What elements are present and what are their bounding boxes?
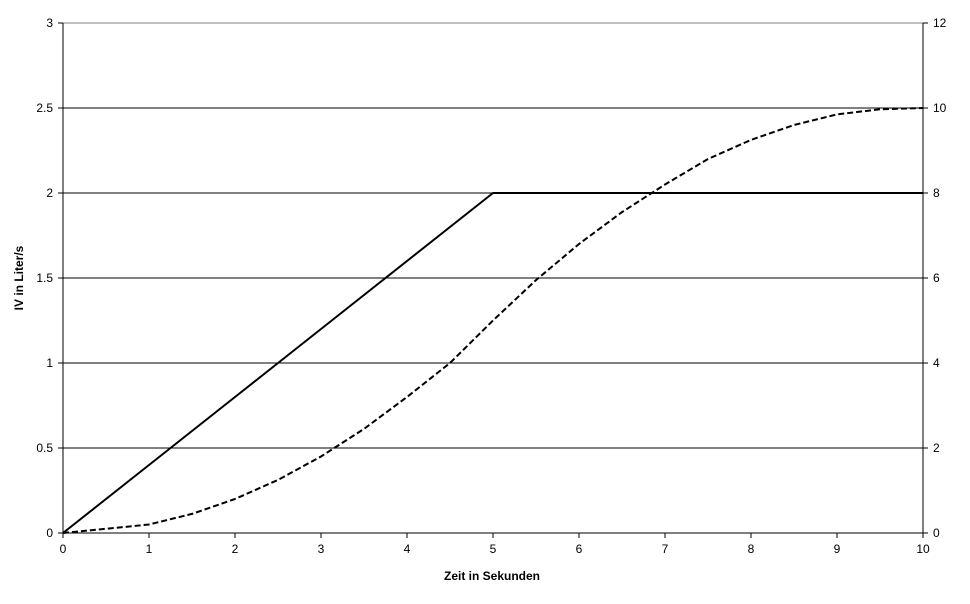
x-tick-label: 6 bbox=[576, 542, 583, 556]
y2-axis-ticks: 0 2 4 6 8 10 12 bbox=[923, 16, 947, 540]
x-tick-label: 7 bbox=[662, 542, 669, 556]
y-tick-label: 2.5 bbox=[36, 101, 53, 115]
y-tick-label: 0.5 bbox=[36, 441, 53, 455]
x-tick-label: 8 bbox=[748, 542, 755, 556]
x-tick-label: 4 bbox=[404, 542, 411, 556]
x-tick-label: 3 bbox=[318, 542, 325, 556]
y-tick-label: 3 bbox=[46, 16, 53, 30]
x-tick-label: 10 bbox=[916, 542, 930, 556]
y2-tick-label: 6 bbox=[933, 271, 940, 285]
x-tick-label: 0 bbox=[60, 542, 67, 556]
series-lines bbox=[62, 107, 924, 534]
x-axis-ticks: 0 1 2 3 4 5 6 7 8 9 10 bbox=[60, 533, 930, 556]
y2-tick-label: 10 bbox=[933, 101, 947, 115]
y-axis-label: IV in Liter/s bbox=[12, 245, 26, 310]
dashed-series-line bbox=[62, 107, 924, 534]
y-tick-label: 1.5 bbox=[36, 271, 53, 285]
y-tick-label: 0 bbox=[46, 526, 53, 540]
x-tick-label: 5 bbox=[490, 542, 497, 556]
x-tick-label: 1 bbox=[146, 542, 153, 556]
y2-tick-label: 0 bbox=[933, 526, 940, 540]
gridlines bbox=[63, 22, 923, 534]
solid-series-line bbox=[62, 192, 923, 534]
y2-tick-label: 2 bbox=[933, 441, 940, 455]
y2-tick-label: 12 bbox=[933, 16, 947, 30]
y-tick-label: 1 bbox=[46, 356, 53, 370]
y2-tick-label: 8 bbox=[933, 186, 940, 200]
x-axis-label: Zeit in Sekunden bbox=[444, 569, 540, 583]
y-axis-ticks: 0 0.5 1 1.5 2 2.5 3 bbox=[36, 16, 63, 540]
x-tick-label: 2 bbox=[232, 542, 239, 556]
y-tick-label: 2 bbox=[46, 186, 53, 200]
x-tick-label: 9 bbox=[834, 542, 841, 556]
y2-tick-label: 4 bbox=[933, 356, 940, 370]
